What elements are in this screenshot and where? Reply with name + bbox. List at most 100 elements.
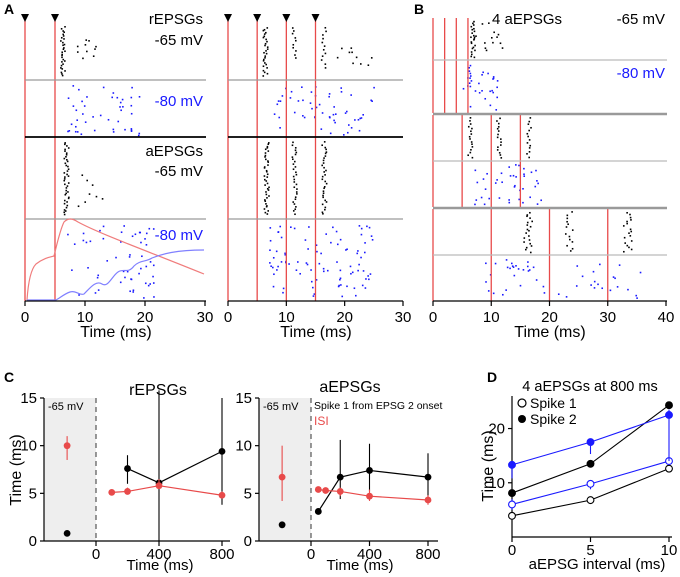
raster-dot [341, 47, 343, 50]
raster-dot [321, 175, 324, 178]
raster-dot [528, 269, 531, 271]
d-data-point [586, 496, 595, 505]
raster-dot [593, 287, 596, 289]
raster-dot [325, 201, 328, 203]
raster-dot [345, 249, 347, 251]
raster-dot [138, 132, 141, 135]
raster-dot [266, 205, 268, 207]
raster-dot [63, 213, 66, 216]
raster-dot [484, 47, 487, 49]
c-data-point [424, 473, 432, 481]
raster-dot [295, 50, 297, 52]
raster-dot [277, 265, 279, 268]
raster-dot [266, 182, 269, 185]
raster-dot [566, 217, 569, 220]
raster-dot [469, 75, 472, 77]
d-data-point [665, 464, 673, 473]
raster-dot [530, 126, 532, 129]
c-data-point [314, 486, 322, 493]
a-a-80mV: -80 mV [155, 227, 203, 244]
raster-dot [490, 36, 493, 39]
raster-dot [366, 225, 368, 228]
a-aEPSGs-label: aEPSGs [145, 143, 203, 160]
raster-dot [88, 193, 91, 195]
raster-dot [265, 205, 268, 208]
c-ytick-label: 0 [29, 533, 37, 550]
raster-dot [120, 231, 123, 234]
raster-dot [368, 226, 371, 229]
raster-dot [499, 154, 502, 156]
raster-dot [471, 127, 473, 130]
raster-dot [322, 162, 325, 164]
raster-dot [628, 232, 630, 234]
c-right-title: aEPSGs [319, 379, 380, 396]
c-data-point [322, 487, 330, 494]
raster-dot [571, 247, 574, 250]
raster-dot [566, 214, 569, 217]
a-stim-triangle [311, 14, 320, 22]
raster-dot [267, 161, 270, 163]
raster-dot [571, 241, 574, 243]
raster-dot [496, 120, 498, 122]
raster-dot [126, 270, 129, 273]
raster-dot [624, 242, 627, 244]
panel-d: 10 20 0 5 10 4 aEPSGs at 800 ms Spike 1 Spik… [480, 379, 677, 573]
a-xtick-label: 10 [278, 309, 295, 326]
raster-dot [72, 105, 75, 107]
raster-dot [268, 195, 270, 197]
raster-dot [336, 56, 339, 59]
raster-dot [322, 270, 325, 273]
raster-dot [266, 40, 268, 43]
raster-dot [527, 123, 530, 125]
raster-dot [94, 48, 96, 50]
raster-dot [480, 196, 483, 199]
raster-dot [492, 77, 495, 80]
raster-dot [506, 266, 509, 269]
raster-dot [333, 119, 335, 122]
raster-dot [569, 250, 572, 252]
raster-dot [467, 154, 469, 157]
panel-c-letter: C [4, 369, 14, 385]
raster-dot [308, 226, 310, 228]
raster-dot [302, 99, 304, 102]
raster-dot [63, 38, 65, 40]
raster-dot [325, 148, 327, 151]
raster-dot [475, 199, 478, 201]
raster-dot [523, 237, 526, 239]
raster-dot [497, 33, 500, 36]
raster-dot [470, 130, 472, 133]
raster-dot [85, 39, 88, 41]
raster-dot [471, 143, 473, 145]
raster-dot [471, 32, 473, 34]
raster-dot [469, 123, 472, 125]
raster-dot [474, 169, 477, 172]
c-data-point [336, 473, 344, 481]
a-xtick-label: 20 [336, 309, 353, 326]
c-ytick-label: 5 [244, 485, 252, 502]
a-xtick-label: 30 [197, 309, 214, 326]
raster-dot [102, 86, 105, 89]
raster-dot [117, 120, 120, 123]
raster-dot [530, 171, 533, 174]
raster-dot [322, 37, 324, 40]
raster-dot [470, 55, 473, 58]
a-xtick-label: 10 [77, 309, 94, 326]
c-data-point [278, 473, 286, 481]
raster-dot [474, 203, 476, 206]
raster-dot [336, 261, 338, 263]
raster-dot [66, 201, 68, 203]
raster-dot [266, 72, 269, 75]
raster-dot [62, 48, 65, 51]
raster-dot [294, 166, 297, 168]
raster-dot [62, 58, 65, 61]
raster-dot [484, 97, 487, 100]
raster-dot [485, 281, 487, 283]
raster-dot [64, 176, 66, 178]
raster-dot [364, 251, 366, 254]
raster-dot [528, 235, 530, 237]
raster-dot [321, 203, 324, 206]
raster-dot [130, 128, 133, 130]
raster-dot [542, 285, 545, 288]
raster-dot [145, 265, 148, 268]
raster-dot [290, 90, 293, 93]
